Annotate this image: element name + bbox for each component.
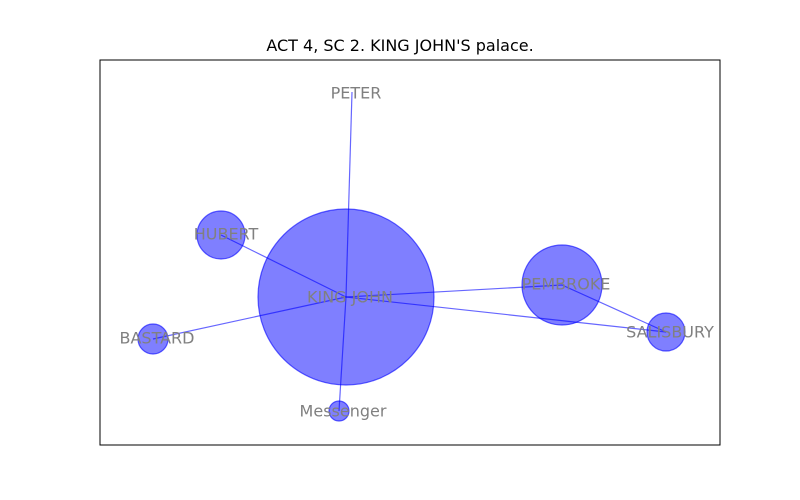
plot-frame bbox=[99, 59, 721, 446]
nodes-layer bbox=[137, 208, 686, 422]
node-king-john bbox=[257, 208, 435, 386]
node-messenger bbox=[328, 400, 350, 422]
node-label-salisbury: SALISBURY bbox=[626, 323, 714, 342]
node-salisbury bbox=[646, 312, 686, 352]
node-label-pembroke: PEMBROKE bbox=[522, 275, 611, 294]
node-label-messenger: Messenger bbox=[300, 402, 387, 421]
node-hubert bbox=[196, 210, 246, 260]
node-bastard bbox=[137, 323, 169, 355]
labels-layer: KING JOHN PETER HUBERT PEMBROKE SALISBURY BAS… bbox=[120, 84, 715, 421]
chart-title: ACT 4, SC 2. KING JOHN'S palace. bbox=[266, 36, 534, 55]
node-pembroke bbox=[521, 244, 603, 326]
node-label-king-john: KING JOHN bbox=[307, 288, 393, 307]
node-label-hubert: HUBERT bbox=[194, 225, 259, 244]
node-label-peter: PETER bbox=[331, 84, 382, 103]
node-label-bastard: BASTARD bbox=[120, 329, 195, 348]
